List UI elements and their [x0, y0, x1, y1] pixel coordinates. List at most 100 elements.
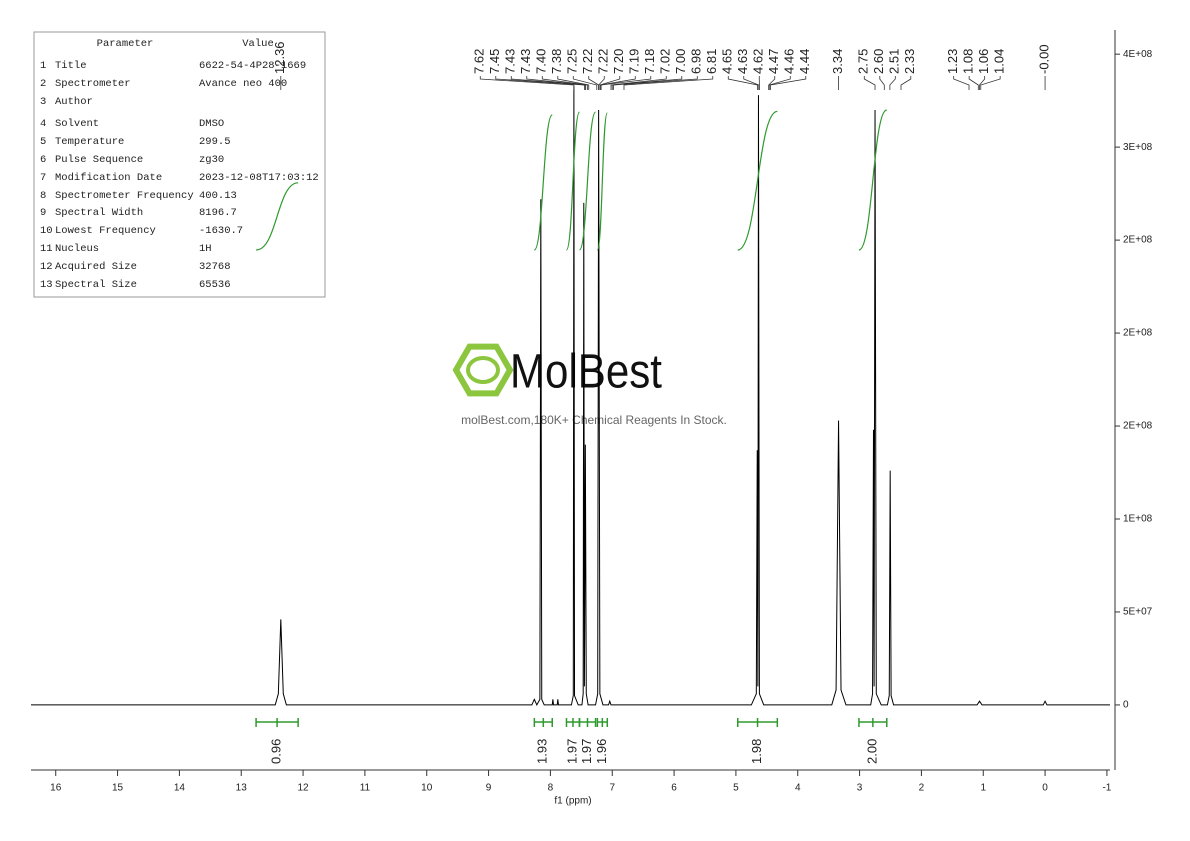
x-tick-label: 12: [298, 783, 310, 794]
table-cell: 8: [40, 190, 46, 202]
peak-leader: [879, 76, 885, 90]
x-tick-label: -1: [1102, 783, 1111, 794]
x-tick-label: 7: [609, 783, 615, 794]
peak-leader: [541, 76, 588, 90]
integral-label: 1.97: [579, 739, 594, 764]
peak-leader: [863, 76, 876, 90]
peak-leader: [572, 76, 598, 90]
peak-label: 2.75: [856, 49, 871, 74]
table-cell: 11: [40, 243, 53, 255]
integral-curve: [255, 182, 299, 251]
table-cell: 299.5: [199, 136, 231, 148]
integral-label: 1.97: [564, 739, 579, 764]
table-cell: 2023-12-08T17:03:12: [199, 172, 319, 184]
table-cell: Spectrometer: [55, 78, 131, 90]
table-cell: Spectral Width: [55, 207, 143, 219]
peak-label: 4.47: [766, 49, 781, 74]
x-tick-label: 11: [360, 783, 371, 794]
peak-label: 7.22: [580, 49, 595, 74]
y-tick-label: 3E+08: [1123, 142, 1153, 153]
table-cell: 8196.7: [199, 207, 237, 219]
peak-label: 4.65: [720, 49, 735, 74]
peak-leader: [889, 76, 896, 90]
peak-leader: [768, 76, 776, 90]
peak-leader: [900, 76, 912, 90]
table-cell: 65536: [199, 279, 231, 291]
table-cell: Title: [55, 60, 87, 72]
table-border: [33, 31, 326, 298]
x-tick-label: 6: [671, 783, 677, 794]
integral-curve: [737, 110, 778, 251]
x-tick-label: 2: [919, 783, 925, 794]
peak-label: 2.51: [887, 49, 902, 74]
x-tick-label: 1: [980, 783, 986, 794]
peak-label: -0.00: [1037, 44, 1052, 74]
x-tick-label: 14: [174, 783, 186, 794]
table-cell: 4: [40, 118, 46, 130]
table-cell: 32768: [199, 261, 231, 273]
peak-label: 12.36: [272, 41, 287, 74]
peak-leader: [610, 76, 667, 90]
peak-label: 7.00: [673, 49, 688, 74]
peak-label: 2.60: [871, 49, 886, 74]
integral-curve: [578, 111, 597, 251]
spectrum-line: [31, 85, 1110, 707]
peak-label: 7.43: [518, 49, 533, 74]
y-tick-label: 2E+08: [1123, 235, 1153, 246]
table-cell: Modification Date: [55, 172, 162, 184]
peak-leader: [953, 76, 970, 90]
peak-leader: [623, 76, 714, 90]
integral-label: 1.93: [535, 739, 550, 764]
table-cell: 1: [40, 60, 46, 72]
peak-label: 3.34: [830, 49, 845, 74]
peak-label: 4.44: [797, 49, 812, 74]
peak-label: 6.81: [704, 49, 719, 74]
table-cell: DMSO: [199, 118, 224, 130]
x-tick-label: 0: [1042, 783, 1048, 794]
peak-label: 7.43: [503, 49, 518, 74]
x-axis-label: f1 (ppm): [554, 796, 591, 807]
peak-leader: [743, 76, 760, 90]
x-tick-label: 3: [857, 783, 863, 794]
table-cell: 9: [40, 207, 46, 219]
x-tick-label: 9: [486, 783, 492, 794]
peak-label: 1.08: [961, 49, 976, 74]
parameter-table: Parameter Value 1 Title 6622-54-4P28-1669 2 Sp…: [33, 31, 326, 298]
table-cell: Author: [55, 96, 93, 108]
peak-leader: [479, 76, 575, 90]
table-cell: 7: [40, 172, 46, 184]
integral-curve: [596, 112, 608, 251]
peak-leader: [598, 76, 605, 90]
peak-label: 2.33: [902, 49, 917, 74]
peak-leader: [980, 76, 1001, 90]
table-cell: Spectral Size: [55, 279, 137, 291]
table-cell: 6622-54-4P28-1669: [199, 60, 306, 72]
peak-label: 4.46: [782, 49, 797, 74]
y-tick-label: 0: [1123, 700, 1129, 711]
table-cell: Solvent: [55, 118, 99, 130]
table-cell: 6: [40, 154, 46, 166]
table-cell: Pulse Sequence: [55, 154, 143, 166]
table-cell: Temperature: [55, 136, 124, 148]
logo-hexagon: [452, 343, 514, 397]
peak-label: 7.25: [565, 49, 580, 74]
table-cell: zg30: [199, 154, 224, 166]
peak-label: 7.18: [642, 49, 657, 74]
peak-label: 7.19: [627, 49, 642, 74]
peak-leader: [611, 76, 683, 90]
peak-leader: [600, 76, 652, 90]
table-cell: 400.13: [199, 190, 237, 202]
table-cell: 2: [40, 78, 46, 90]
x-tick-label: 15: [112, 783, 124, 794]
y-tick-label: 2E+08: [1123, 328, 1153, 339]
table-cell: Spectrometer Frequency: [55, 190, 194, 202]
x-tick-label: 10: [421, 783, 433, 794]
peak-leader: [727, 76, 758, 90]
table-cell: 13: [40, 279, 53, 291]
x-tick-label: 8: [548, 783, 554, 794]
x-tick-label: 16: [50, 783, 62, 794]
peak-leader: [770, 76, 807, 90]
integral-label: 1.98: [749, 739, 764, 764]
peak-label: 7.02: [658, 49, 673, 74]
